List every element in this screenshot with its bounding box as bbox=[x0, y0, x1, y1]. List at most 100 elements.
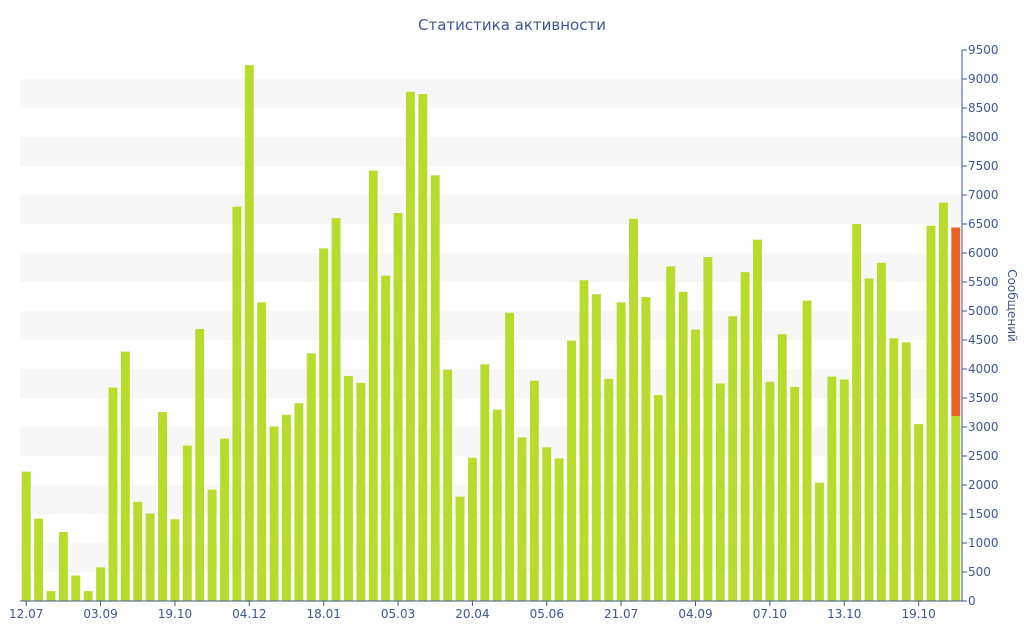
x-tick-label: 03.09 bbox=[83, 607, 117, 621]
x-tick-label: 19.10 bbox=[158, 607, 192, 621]
bar bbox=[591, 294, 601, 601]
bar bbox=[207, 489, 217, 601]
bar bbox=[182, 445, 192, 601]
bar bbox=[567, 340, 577, 601]
y-tick-label: 2000 bbox=[968, 478, 999, 492]
bar bbox=[195, 328, 205, 601]
bar bbox=[938, 202, 948, 602]
bar bbox=[703, 257, 713, 601]
x-tick-label: 21.07 bbox=[604, 607, 638, 621]
bar bbox=[294, 403, 304, 601]
bar bbox=[467, 457, 477, 601]
x-tick-label: 12.07 bbox=[9, 607, 43, 621]
grid-band bbox=[20, 195, 962, 224]
bar bbox=[790, 386, 800, 601]
y-tick-label: 8500 bbox=[968, 101, 999, 115]
x-tick-label: 07.10 bbox=[753, 607, 787, 621]
bar bbox=[616, 302, 626, 601]
bar bbox=[455, 496, 465, 601]
x-tick-label: 20.04 bbox=[455, 607, 489, 621]
grid-band bbox=[20, 137, 962, 166]
bar bbox=[356, 382, 366, 601]
y-tick-label: 5000 bbox=[968, 304, 999, 318]
x-tick-label: 04.09 bbox=[678, 607, 712, 621]
x-tick-label: 19.10 bbox=[901, 607, 935, 621]
bar bbox=[319, 248, 329, 602]
y-tick-label: 6500 bbox=[968, 217, 999, 231]
bar bbox=[579, 280, 589, 601]
y-tick-label: 9500 bbox=[968, 43, 999, 57]
grid-band bbox=[20, 253, 962, 282]
bar bbox=[666, 266, 676, 601]
y-tick-label: 8000 bbox=[968, 130, 999, 144]
bar bbox=[839, 379, 849, 601]
bar bbox=[914, 424, 924, 601]
y-tick-labels: 0 500 1000 1500 2000 2500 3000 3500 4000 4500 5000… bbox=[968, 43, 999, 608]
y-tick-label: 3500 bbox=[968, 391, 999, 405]
bar bbox=[120, 351, 130, 601]
bar bbox=[753, 239, 762, 601]
bar bbox=[232, 206, 242, 601]
y-tick-label: 5500 bbox=[968, 275, 999, 289]
bar bbox=[678, 291, 688, 601]
grid-band bbox=[20, 79, 962, 108]
bar bbox=[802, 300, 812, 601]
grid-band bbox=[20, 311, 962, 340]
bar bbox=[381, 275, 391, 601]
bar bbox=[368, 170, 378, 601]
bar bbox=[145, 513, 155, 601]
y-tick-label: 7000 bbox=[968, 188, 999, 202]
bar bbox=[108, 387, 118, 601]
bar bbox=[46, 591, 56, 601]
chart-title: Статистика активности bbox=[418, 16, 606, 34]
bar bbox=[542, 447, 552, 601]
y-tick-label: 3000 bbox=[968, 420, 999, 434]
bar bbox=[740, 272, 750, 601]
y-tick-label: 9000 bbox=[968, 72, 999, 86]
bar bbox=[604, 378, 614, 601]
bar bbox=[901, 342, 911, 601]
x-tick-label: 13.10 bbox=[827, 607, 861, 621]
bar bbox=[393, 212, 403, 602]
bar bbox=[244, 65, 254, 601]
bar bbox=[926, 225, 936, 602]
bar bbox=[418, 94, 428, 601]
y-tick-label: 1500 bbox=[968, 507, 999, 521]
y-tick-label: 500 bbox=[968, 565, 991, 579]
bar bbox=[71, 575, 81, 601]
bar bbox=[430, 175, 440, 601]
bar bbox=[443, 369, 453, 601]
bar bbox=[715, 383, 725, 601]
bar bbox=[269, 426, 279, 601]
bar bbox=[257, 302, 267, 601]
y-tick-label: 4000 bbox=[968, 362, 999, 376]
bar bbox=[691, 329, 700, 601]
bar bbox=[864, 278, 874, 601]
x-tick-labels: 12.07 03.09 19.10 04.12 18.01 05.03 20.04 05.06… bbox=[9, 607, 936, 621]
x-tick-label: 05.06 bbox=[530, 607, 564, 621]
bar bbox=[653, 395, 663, 601]
y-tick-label: 1000 bbox=[968, 536, 999, 550]
bar-segment-highlight bbox=[951, 227, 961, 416]
bar bbox=[529, 380, 539, 601]
x-tick-label: 05.03 bbox=[381, 607, 415, 621]
bar bbox=[505, 312, 515, 601]
bar bbox=[158, 411, 167, 601]
grid-band bbox=[20, 369, 962, 398]
bar bbox=[876, 262, 886, 601]
bar bbox=[58, 531, 68, 601]
bar bbox=[83, 591, 93, 601]
bar bbox=[629, 218, 638, 601]
bar bbox=[331, 218, 341, 601]
x-tick-label: 04.12 bbox=[232, 607, 266, 621]
bar bbox=[282, 414, 291, 601]
bar bbox=[405, 91, 415, 601]
bar bbox=[554, 458, 564, 601]
bar bbox=[852, 224, 862, 601]
bar bbox=[21, 471, 31, 601]
bar bbox=[34, 518, 44, 601]
y-tick-label: 4500 bbox=[968, 333, 999, 347]
y-tick-label: 6000 bbox=[968, 246, 999, 260]
